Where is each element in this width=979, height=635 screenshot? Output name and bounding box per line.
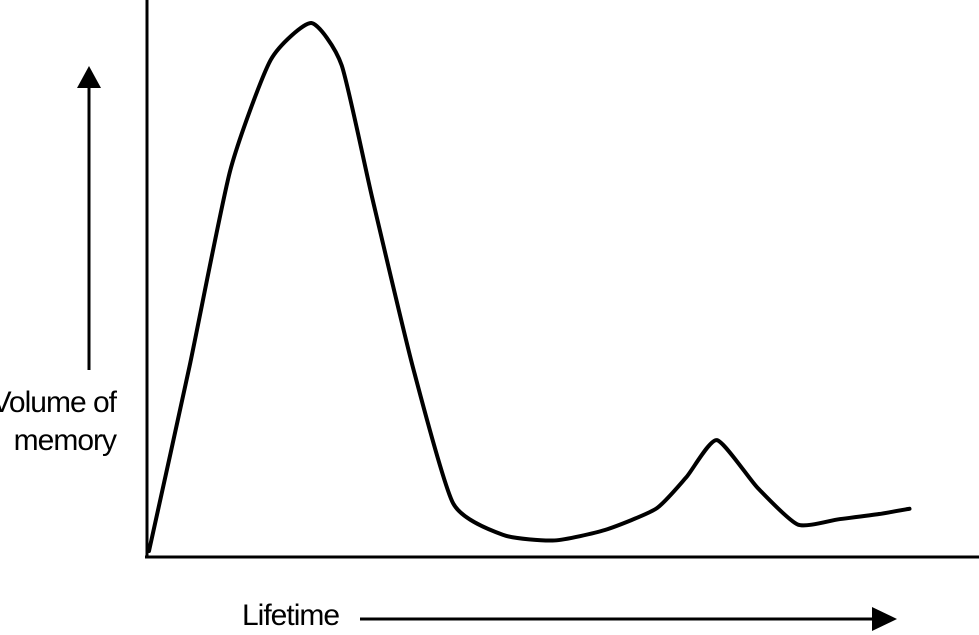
y-axis-arrow	[77, 66, 101, 370]
y-axis-label-line-2: memory	[14, 424, 117, 457]
x-axis-arrow-head	[872, 607, 897, 631]
y-axis-arrow-head	[77, 66, 101, 88]
axes	[145, 0, 979, 559]
x-axis-label: Lifetime	[242, 599, 339, 632]
memory-volume-series-line	[147, 21, 912, 553]
x-axis-arrow	[360, 607, 897, 631]
y-axis-label-line-1: Volume of	[0, 386, 118, 419]
